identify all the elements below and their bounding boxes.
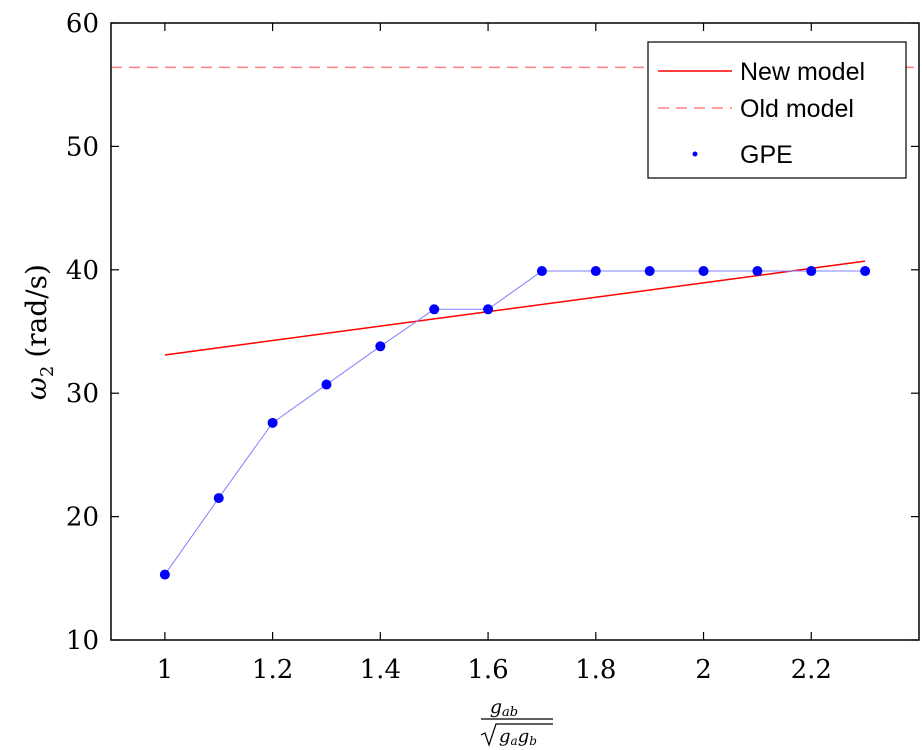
data-point-gpe-13 (860, 266, 871, 277)
legend: New model Old model GPE (647, 41, 907, 179)
series-line-gpe (164, 270, 866, 575)
legend-label-new-model: New model (740, 58, 865, 86)
y-tick-label: 60 (66, 9, 99, 39)
x-tick-label: 1.8 (575, 655, 616, 685)
data-point-gpe-3 (321, 379, 332, 390)
x-tick-label: 1.4 (360, 655, 401, 685)
y-axis-label-symbol: ω (20, 377, 53, 400)
plot-frame (110, 22, 920, 641)
data-point-gpe-0 (159, 569, 170, 580)
y-axis-label-unit: (rad/s) (20, 264, 53, 358)
x-tick-label: 1.6 (467, 655, 508, 685)
data-point-gpe-8 (590, 266, 601, 277)
y-tick-label: 50 (66, 132, 99, 162)
y-tick-label: 10 (66, 626, 99, 656)
y-tick-label: 30 (66, 379, 99, 409)
x-axis-label-numerator: gab (490, 696, 518, 720)
data-point-gpe-11 (752, 266, 763, 277)
data-point-gpe-1 (213, 493, 224, 504)
data-point-gpe-2 (267, 417, 278, 428)
x-axis-label-sqrt-sign (480, 723, 553, 747)
x-axis-label-numerator-subscript: ab (502, 705, 518, 720)
data-point-gpe-7 (536, 266, 547, 277)
data-point-gpe-9 (644, 266, 655, 277)
data-point-gpe-6 (483, 304, 494, 315)
y-axis-label: ω2 (rad/s) (20, 264, 58, 400)
x-tick-label: 1.2 (252, 655, 293, 685)
x-axis-label-denominator-b-subscript: b (529, 734, 537, 748)
x-axis-label-denominator: gagb (499, 726, 537, 748)
plot-area (111, 66, 919, 580)
x-axis-label: gab gagb (480, 696, 553, 748)
plot-content (111, 66, 919, 580)
data-point-gpe-5 (429, 304, 440, 315)
axis-ticks: 1 1.2 1.4 1.6 1.8 2 2.2 10 20 30 40 50 60 (66, 9, 919, 685)
data-point-gpe-12 (806, 266, 817, 277)
x-axis-label-denominator-a-subscript: a (511, 734, 518, 748)
x-tick-label: 1 (157, 655, 174, 685)
legend-swatch-gpe (692, 151, 698, 157)
x-axis-label-denominator-b: g (518, 726, 530, 747)
y-axis-label-subscript: 2 (37, 366, 58, 377)
y-tick-label: 20 (66, 503, 99, 533)
x-axis-label-denominator-a: g (499, 726, 511, 747)
data-point-gpe-4 (375, 341, 386, 352)
x-tick-label: 2 (695, 655, 712, 685)
x-axis-label-numerator-symbol: g (490, 696, 502, 718)
data-point-gpe-10 (698, 266, 709, 277)
series-line-new-model (164, 260, 866, 356)
legend-box (647, 41, 907, 179)
legend-label-gpe: GPE (740, 141, 793, 169)
x-tick-label: 2.2 (791, 655, 832, 685)
legend-label-old-model: Old model (740, 95, 854, 123)
y-tick-label: 40 (66, 256, 99, 286)
